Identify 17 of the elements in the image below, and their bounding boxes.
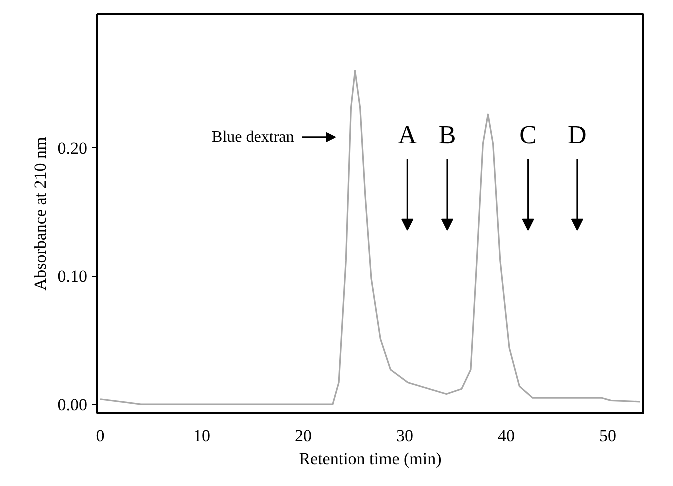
annotation: A xyxy=(398,120,418,150)
x-tick-label: 40 xyxy=(498,426,515,446)
y-axis-title: Absorbance at 210 nm xyxy=(30,137,50,291)
x-tick-label: 30 xyxy=(396,426,414,446)
y-tick-label: 0.20 xyxy=(58,138,88,158)
annotation: D xyxy=(568,120,587,150)
x-tick-label: 10 xyxy=(194,426,211,446)
annotation: B xyxy=(438,120,456,150)
y-tick-label: 0.10 xyxy=(58,267,88,286)
x-tick-label: 0 xyxy=(96,426,105,446)
x-axis-title: Retention time (min) xyxy=(299,450,442,468)
line-series xyxy=(100,70,642,406)
y-tick-label: 0.00 xyxy=(58,396,88,415)
x-tick-label: 50 xyxy=(599,426,616,446)
x-tick-label: 20 xyxy=(295,426,312,446)
annotation: Blue dextran xyxy=(212,128,294,146)
annotation: C xyxy=(520,120,537,150)
